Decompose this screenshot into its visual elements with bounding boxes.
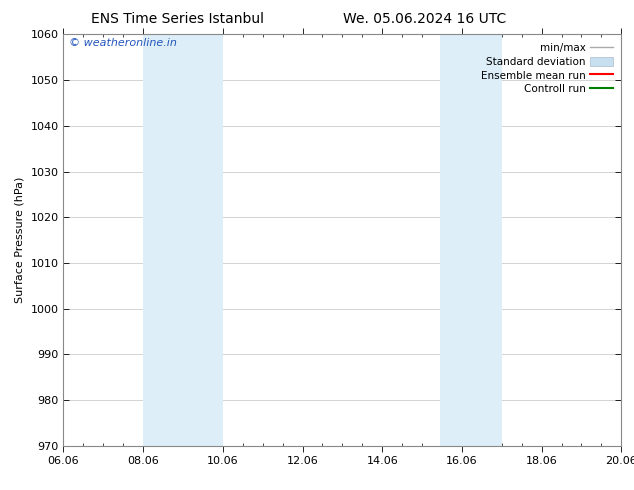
Legend: min/max, Standard deviation, Ensemble mean run, Controll run: min/max, Standard deviation, Ensemble me…	[478, 40, 616, 98]
Text: © weatheronline.in: © weatheronline.in	[69, 38, 177, 49]
Bar	[143, 34, 223, 446]
Y-axis label: Surface Pressure (hPa): Surface Pressure (hPa)	[15, 177, 25, 303]
Text: ENS Time Series Istanbul: ENS Time Series Istanbul	[91, 12, 264, 26]
Bar	[439, 34, 501, 446]
Text: We. 05.06.2024 16 UTC: We. 05.06.2024 16 UTC	[343, 12, 507, 26]
